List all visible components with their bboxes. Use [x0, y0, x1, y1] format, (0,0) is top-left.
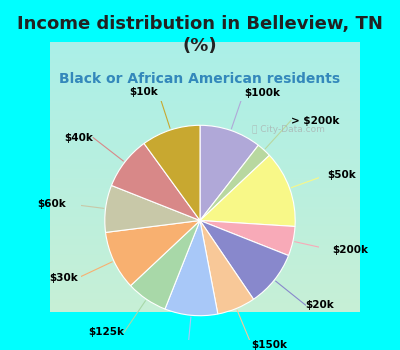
Text: $50k: $50k: [327, 170, 356, 180]
Text: $20k: $20k: [306, 300, 334, 310]
Text: ⓘ City-Data.com: ⓘ City-Data.com: [252, 125, 324, 134]
Text: $30k: $30k: [49, 273, 78, 283]
Text: $60k: $60k: [37, 198, 66, 209]
Text: $150k: $150k: [252, 341, 288, 350]
Wedge shape: [200, 145, 269, 220]
Wedge shape: [200, 155, 295, 226]
Text: $125k: $125k: [88, 327, 124, 337]
Wedge shape: [165, 220, 218, 316]
Text: $40k: $40k: [64, 133, 93, 143]
Text: $200k: $200k: [332, 245, 368, 255]
Text: $10k: $10k: [130, 87, 158, 97]
Wedge shape: [200, 220, 295, 256]
Wedge shape: [200, 125, 258, 220]
Wedge shape: [200, 220, 254, 314]
Text: $100k: $100k: [244, 88, 280, 98]
Text: Black or African American residents: Black or African American residents: [60, 72, 340, 86]
Wedge shape: [144, 125, 200, 220]
Wedge shape: [106, 220, 200, 286]
Wedge shape: [200, 220, 288, 299]
Text: > $200k: > $200k: [291, 116, 339, 126]
Wedge shape: [131, 220, 200, 309]
Wedge shape: [112, 144, 200, 220]
Text: Income distribution in Belleview, TN
(%): Income distribution in Belleview, TN (%): [17, 15, 383, 55]
Wedge shape: [105, 186, 200, 232]
